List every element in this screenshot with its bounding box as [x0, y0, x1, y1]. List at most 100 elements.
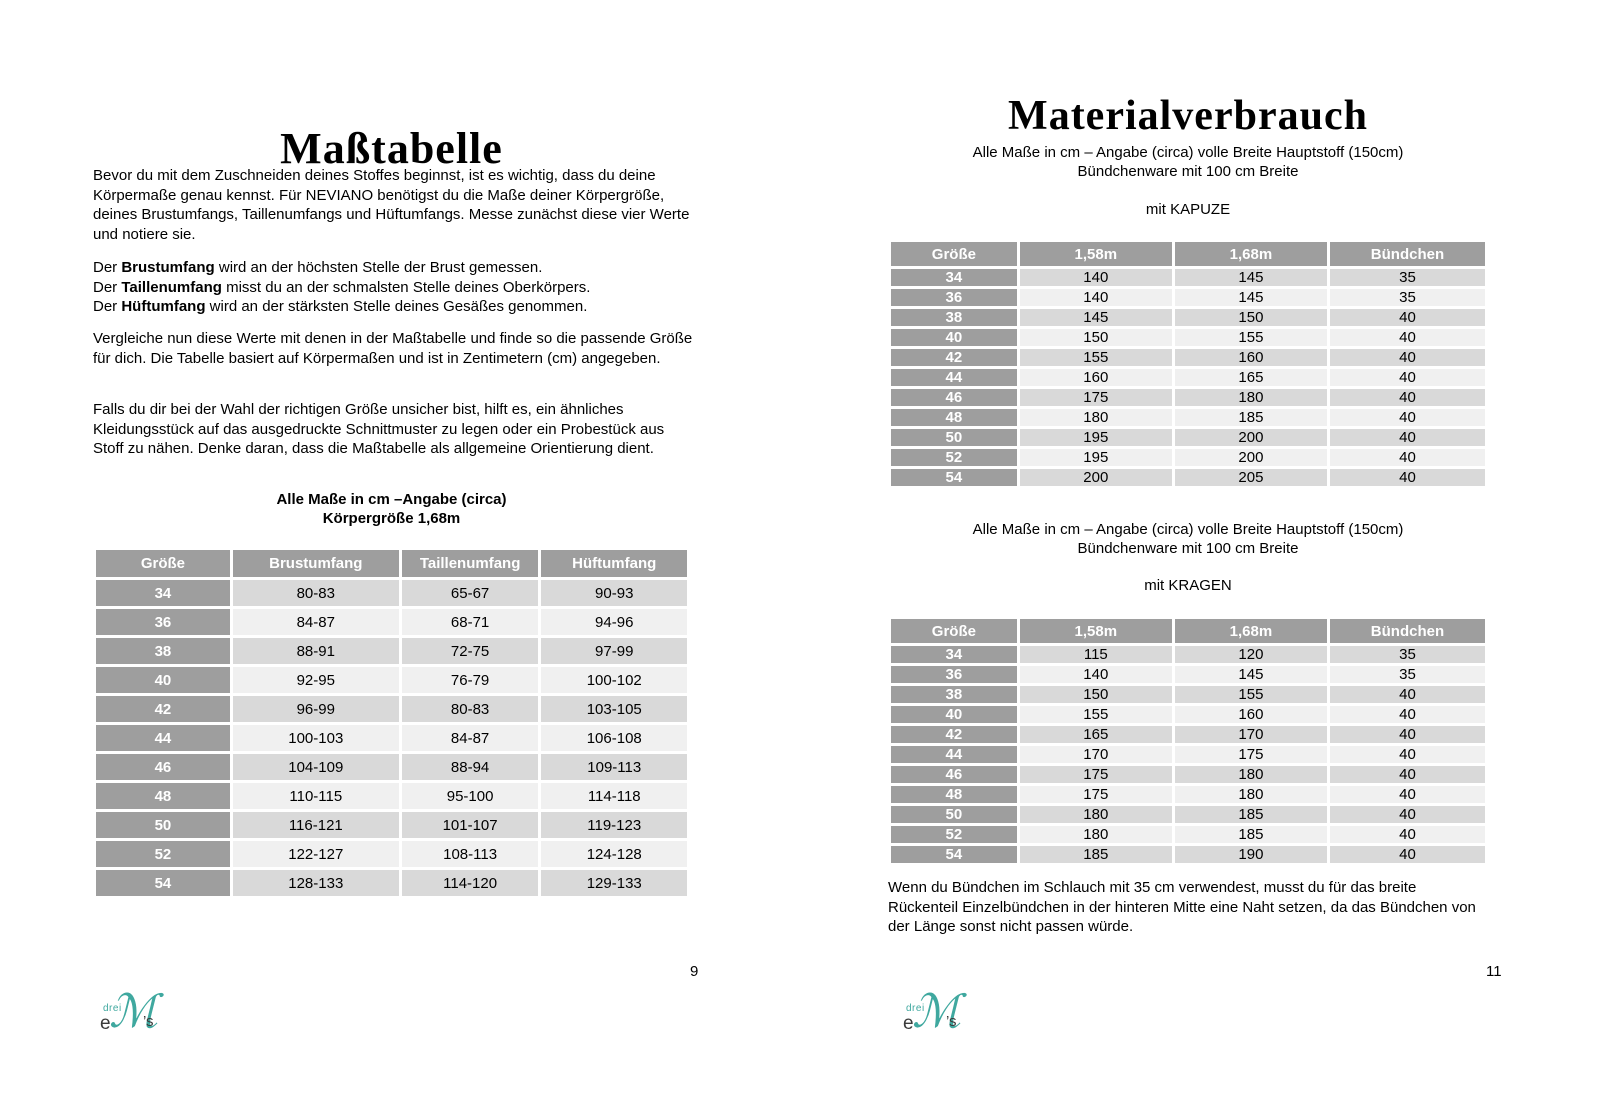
data-cell: 116-121 [232, 812, 399, 838]
column-header: Bündchen [1329, 619, 1485, 643]
data-cell: 100-102 [541, 667, 687, 693]
table-caption: Alle Maße in cm –Angabe (circa) Körpergr… [93, 490, 690, 528]
table-row: 40 155 160 40 [891, 706, 1485, 723]
data-cell: 145 [1174, 289, 1327, 306]
data-cell: 40 [1329, 786, 1485, 803]
table-row: 52 180 185 40 [891, 826, 1485, 843]
data-cell: 40 [1329, 806, 1485, 823]
data-cell: 97-99 [541, 638, 687, 664]
data-cell: 35 [1329, 269, 1485, 286]
data-cell: 155 [1019, 349, 1172, 366]
row-header-cell: 50 [891, 429, 1017, 446]
data-cell: 40 [1329, 389, 1485, 406]
data-cell: 160 [1174, 349, 1327, 366]
table-row: 34 140 145 35 [891, 269, 1485, 286]
row-header-cell: 46 [891, 389, 1017, 406]
data-cell: 185 [1174, 409, 1327, 426]
page-number-right: 11 [1486, 963, 1502, 980]
data-cell: 128-133 [232, 870, 399, 896]
data-cell: 68-71 [401, 609, 539, 635]
caption-line-1: Alle Maße in cm –Angabe (circa) [276, 491, 507, 508]
data-cell: 170 [1174, 726, 1327, 743]
data-cell: 80-83 [401, 696, 539, 722]
data-cell: 76-79 [401, 667, 539, 693]
data-cell: 84-87 [232, 609, 399, 635]
table-row: 54 200 205 40 [891, 469, 1485, 486]
column-header: Bündchen [1329, 242, 1485, 266]
table-row: 38 145 150 40 [891, 309, 1485, 326]
data-cell: 145 [1174, 666, 1327, 683]
kapuze-caption-line-2: Bündchenware mit 100 cm Breite [1077, 162, 1299, 180]
row-header-cell: 42 [891, 726, 1017, 743]
measure-line-suffix: misst du an der schmalsten Stelle deines… [221, 278, 591, 296]
logo-text-s: ’s [946, 1013, 957, 1030]
data-cell: 180 [1019, 826, 1172, 843]
data-cell: 106-108 [541, 725, 687, 751]
row-header-cell: 42 [891, 349, 1017, 366]
logo-text-s: ’s [143, 1013, 154, 1030]
data-cell: 92-95 [232, 667, 399, 693]
hint-paragraph: Falls du dir bei der Wahl der richtigen … [93, 401, 665, 457]
data-cell: 88-91 [232, 638, 399, 664]
data-cell: 103-105 [541, 696, 687, 722]
data-cell: 115 [1019, 646, 1172, 663]
row-header-cell: 44 [891, 746, 1017, 763]
data-cell: 140 [1019, 269, 1172, 286]
data-cell: 180 [1019, 806, 1172, 823]
data-cell: 205 [1174, 469, 1327, 486]
data-cell: 40 [1329, 409, 1485, 426]
row-header-cell: 52 [891, 449, 1017, 466]
data-cell: 40 [1329, 746, 1485, 763]
measure-line-prefix: Der [93, 259, 122, 276]
data-cell: 95-100 [401, 783, 539, 809]
row-header-cell: 46 [96, 754, 230, 780]
table-row: 44 160 165 40 [891, 369, 1485, 386]
data-cell: 40 [1329, 349, 1485, 366]
data-cell: 155 [1174, 686, 1327, 703]
data-cell: 40 [1329, 726, 1485, 743]
data-cell: 195 [1019, 449, 1172, 466]
data-cell: 101-107 [401, 812, 539, 838]
page-materialverbrauch: Materialverbrauch Alle Maße in cm – Anga… [888, 0, 1502, 1100]
column-header: 1,68m [1174, 619, 1327, 643]
row-header-cell: 34 [96, 580, 230, 606]
row-header-cell: 34 [891, 269, 1017, 286]
column-header: Hüftumfang [541, 550, 687, 577]
data-cell: 40 [1329, 846, 1485, 863]
kragen-caption-line-1: Alle Maße in cm – Angabe (circa) volle B… [972, 521, 1404, 538]
row-header-cell: 54 [891, 469, 1017, 486]
data-cell: 145 [1174, 269, 1327, 286]
data-cell: 96-99 [232, 696, 399, 722]
data-cell: 35 [1329, 666, 1485, 683]
table-row: 50 195 200 40 [891, 429, 1485, 446]
data-cell: 35 [1329, 289, 1485, 306]
data-cell: 180 [1174, 786, 1327, 803]
table-row: 46 104-109 88-94 109-113 [96, 754, 687, 780]
table-row: 34 115 120 35 [891, 646, 1485, 663]
data-cell: 65-67 [401, 580, 539, 606]
data-cell: 160 [1019, 369, 1172, 386]
data-cell: 114-120 [401, 870, 539, 896]
measure-line-suffix: wird an der höchsten Stelle der Brust ge… [214, 259, 543, 276]
logo-text-e: e [903, 1013, 914, 1034]
dreiems-logo: drei e ℳ ’s [93, 989, 173, 1064]
row-header-cell: 50 [891, 806, 1017, 823]
data-cell: 119-123 [541, 812, 687, 838]
buendchen-footnote: Wenn du Bündchen im Schlauch mit 35 cm v… [888, 879, 1476, 935]
page-title-masstabelle: Maßtabelle [280, 124, 503, 174]
data-cell: 180 [1019, 409, 1172, 426]
data-cell: 84-87 [401, 725, 539, 751]
row-header-cell: 48 [96, 783, 230, 809]
data-cell: 150 [1019, 329, 1172, 346]
measure-term: Hüftumfang [121, 298, 206, 315]
row-header-cell: 46 [891, 766, 1017, 783]
data-cell: 185 [1174, 806, 1327, 823]
data-cell: 110-115 [232, 783, 399, 809]
measure-line-suffix: wird an der stärksten Stelle deines Gesä… [205, 298, 588, 315]
measure-definitions: Der Brustumfang wird an der höchsten Ste… [93, 258, 693, 317]
data-cell: 108-113 [401, 841, 539, 867]
row-header-cell: 52 [96, 841, 230, 867]
table-row: 46 175 180 40 [891, 389, 1485, 406]
kragen-table: Größe 1,58m 1,68m Bündchen 34 115 120 35 36 140 14… [888, 616, 1488, 866]
